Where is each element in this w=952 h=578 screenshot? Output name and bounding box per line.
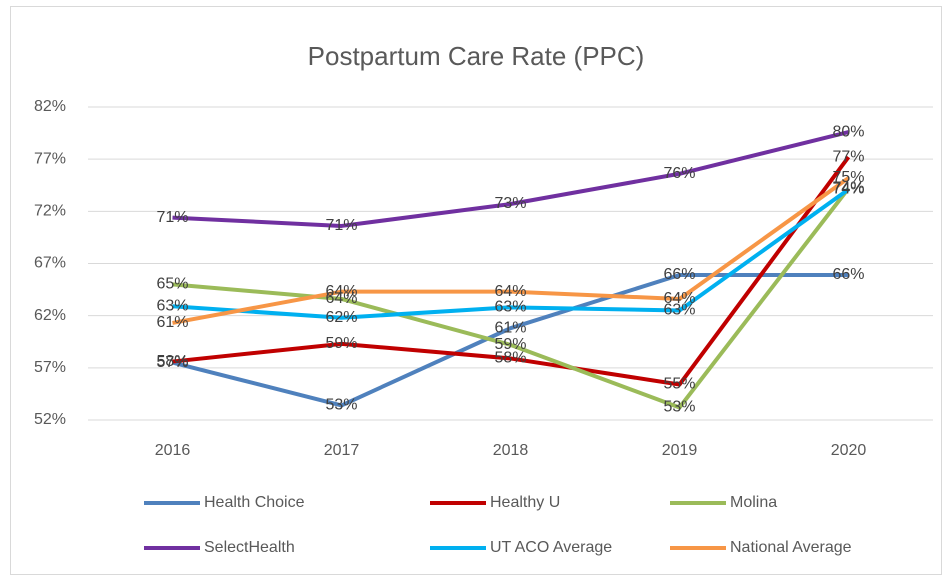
legend-label: Molina	[730, 494, 777, 511]
data-label: 65%	[156, 276, 188, 293]
series-line	[172, 272, 849, 408]
data-label: 59%	[325, 335, 357, 352]
data-label: 58%	[494, 350, 526, 367]
series-line	[172, 130, 849, 228]
legend-label: UT ACO Average	[490, 539, 612, 556]
y-tick-label: 77%	[34, 150, 66, 167]
x-tick-label: 2018	[493, 442, 529, 459]
data-label: 74%	[832, 181, 864, 198]
data-label: 61%	[494, 319, 526, 336]
y-tick-label: 62%	[34, 307, 66, 324]
data-label: 55%	[663, 376, 695, 393]
data-label: 74%	[832, 180, 864, 197]
data-label: 73%	[494, 195, 526, 212]
y-tick-label: 57%	[34, 359, 66, 376]
data-label: 64%	[663, 290, 695, 307]
data-label: 71%	[325, 217, 357, 234]
data-label: 75%	[832, 169, 864, 186]
data-label: 66%	[663, 266, 695, 283]
data-label: 66%	[832, 266, 864, 283]
data-label: 61%	[156, 314, 188, 331]
y-tick-label: 82%	[34, 98, 66, 115]
data-label: 76%	[663, 165, 695, 182]
x-tick-label: 2019	[662, 442, 698, 459]
data-label: 59%	[494, 336, 526, 353]
legend-label: National Average	[730, 539, 852, 556]
y-tick-label: 67%	[34, 255, 66, 272]
y-tick-label: 52%	[34, 411, 66, 428]
data-label: 53%	[325, 397, 357, 414]
y-tick-label: 72%	[34, 203, 66, 220]
data-label: 64%	[494, 283, 526, 300]
x-tick-label: 2020	[831, 442, 867, 459]
series-line	[172, 155, 851, 387]
data-label: 57%	[156, 354, 188, 371]
data-label: 63%	[494, 299, 526, 316]
x-tick-label: 2016	[155, 442, 191, 459]
data-label: 64%	[325, 290, 357, 307]
data-label: 64%	[325, 283, 357, 300]
chart-title: Postpartum Care Rate (PPC)	[308, 41, 645, 71]
data-label: 63%	[663, 302, 695, 319]
series-line	[172, 187, 850, 320]
series-line	[172, 176, 850, 325]
data-label: 53%	[663, 399, 695, 416]
data-label: 58%	[156, 353, 188, 370]
x-tick-label: 2017	[324, 442, 360, 459]
data-label: 62%	[325, 309, 357, 326]
series-line	[172, 187, 851, 410]
legend-label: Health Choice	[204, 494, 305, 511]
data-label: 77%	[832, 148, 864, 165]
data-label: 80%	[832, 123, 864, 140]
legend-label: Healthy U	[490, 494, 560, 511]
legend-label: SelectHealth	[204, 539, 295, 556]
data-label: 63%	[156, 297, 188, 314]
data-label: 71%	[156, 209, 188, 226]
